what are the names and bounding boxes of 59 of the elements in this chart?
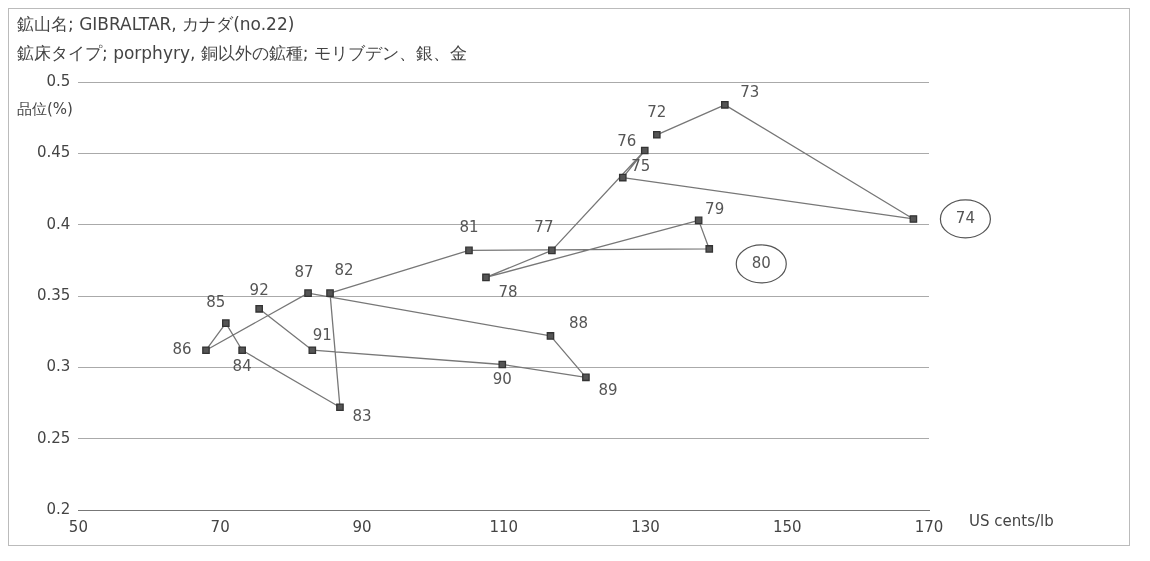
x-tick-label: 70 <box>210 517 230 536</box>
point <box>238 346 246 355</box>
point <box>482 273 490 282</box>
point <box>705 245 714 253</box>
annotation: 92 <box>249 280 269 299</box>
point <box>582 373 590 382</box>
y-tick-label: 0.4 <box>46 214 71 233</box>
annotation: 88 <box>568 313 589 332</box>
x-axis-title: US cents/lb <box>969 511 1054 530</box>
y-tick-label: 0.5 <box>46 71 71 90</box>
annotation: 84 <box>232 357 252 376</box>
annotation: 79 <box>705 200 725 219</box>
annotation: 73 <box>740 82 760 101</box>
point <box>202 346 210 355</box>
point <box>255 305 263 313</box>
point <box>498 360 507 369</box>
chart-title: 鉱山名; GIBRALTAR, カナダ(no.22) <box>16 13 296 36</box>
point <box>548 246 556 255</box>
y-tick-label: 0.3 <box>46 357 71 376</box>
annotation: 91 <box>312 326 332 345</box>
point <box>465 246 473 255</box>
y-axis-title: 品位(%) <box>17 99 73 118</box>
point <box>909 215 918 223</box>
annotation: 89 <box>598 381 618 400</box>
point <box>618 173 627 182</box>
point <box>326 289 334 297</box>
annotation: 83 <box>352 407 372 426</box>
annotation: 82 <box>334 261 354 280</box>
chart-subtitle: 鉱床タイプ; porphyry, 銅以外の鉱種; モリブデン、銀、金 <box>16 42 468 65</box>
annotation: 90 <box>492 370 512 389</box>
point <box>652 130 661 139</box>
annotation: 77 <box>534 218 554 237</box>
x-tick-label: 130 <box>631 517 660 536</box>
annotation: 81 <box>459 218 479 237</box>
annotation: 80 <box>751 253 771 272</box>
annotation: 76 <box>617 132 637 151</box>
annotation: 72 <box>647 102 667 121</box>
point <box>721 101 729 109</box>
point <box>640 146 649 155</box>
point <box>304 289 312 297</box>
x-tick-label: 170 <box>914 517 944 536</box>
x-tick-label: 110 <box>489 517 519 536</box>
y-tick-label: 0.45 <box>36 143 71 162</box>
point <box>222 319 230 327</box>
point <box>336 403 344 412</box>
x-tick-label: 90 <box>352 517 372 536</box>
point <box>308 346 317 355</box>
point <box>546 332 555 340</box>
annotation: 87 <box>294 263 314 282</box>
annotation: 86 <box>172 340 192 359</box>
annotation: 75 <box>631 157 651 176</box>
y-tick-label: 0.35 <box>36 285 71 304</box>
x-tick-label: 150 <box>772 517 802 536</box>
annotation: 85 <box>206 293 226 311</box>
x-tick-label: 50 <box>68 517 88 536</box>
annotation: 78 <box>498 283 518 302</box>
y-tick-label: 0.25 <box>36 428 71 447</box>
annotation: 74 <box>955 208 975 227</box>
y-tick-label: 0.2 <box>46 499 71 518</box>
